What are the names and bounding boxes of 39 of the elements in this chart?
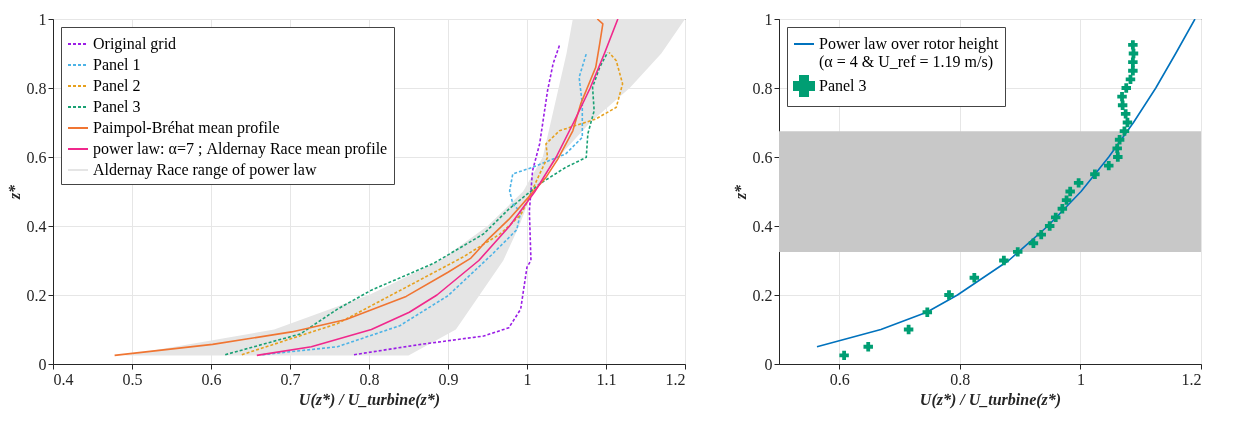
- legend-label: Panel 2: [93, 77, 141, 94]
- x-tick-label: 0.6: [201, 370, 222, 388]
- legend-label: Panel 1: [93, 56, 141, 73]
- y-axis-title: z*: [5, 183, 23, 201]
- x-tick-label: 0.6: [829, 370, 850, 388]
- y-tick-label: 1: [764, 10, 773, 28]
- y-tick-label: 0.8: [752, 79, 773, 97]
- legend-label: Original grid: [93, 35, 177, 53]
- line-series: [816, 19, 1196, 348]
- y-tick-label: 1: [38, 10, 47, 28]
- x-tick-label: 0.9: [438, 370, 459, 388]
- y-tick-label: 0.8: [26, 79, 47, 97]
- y-tick-label: 0.6: [26, 148, 47, 166]
- y-tick-label: 0.6: [752, 148, 773, 166]
- legend-label: Aldernay Race range of power law: [93, 161, 317, 179]
- y-tick-label: 0.2: [752, 286, 773, 304]
- x-axis-title: U(z*) / U_turbine(z*): [298, 390, 441, 409]
- x-tick-label: 1.2: [1181, 370, 1202, 388]
- x-tick-label: 0.4: [53, 370, 74, 388]
- x-tick-label: 0.8: [359, 370, 380, 388]
- y-tick-label: 0.4: [752, 217, 773, 235]
- y-axis-title: z*: [731, 183, 749, 201]
- y-tick-label: 0.4: [26, 217, 47, 235]
- y-tick-label: 0: [764, 355, 773, 373]
- x-tick-label: 1.2: [665, 370, 686, 388]
- x-tick-label: 0.5: [122, 370, 143, 388]
- legend-label: power law: α=7 ; Aldernay Race mean profile: [93, 140, 388, 158]
- legend-label: Panel 3: [93, 98, 141, 115]
- x-axis-title: U(z*) / U_turbine(z*): [919, 390, 1062, 409]
- x-tick-label: 1.1: [596, 370, 617, 388]
- y-tick-label: 0: [38, 355, 47, 373]
- legend-label: Panel 3: [819, 77, 867, 94]
- x-tick-label: 0.8: [950, 370, 971, 388]
- x-tick-label: 1: [1076, 370, 1085, 388]
- y-tick-label: 0.2: [26, 286, 47, 304]
- legend-label: Paimpol-Bréhat mean profile: [93, 119, 280, 137]
- x-tick-label: 0.7: [280, 370, 301, 388]
- legend-label: Power law over rotor height (α = 4 & U_ref = 1.19 m/s): [819, 35, 1000, 71]
- x-tick-label: 1: [523, 370, 532, 388]
